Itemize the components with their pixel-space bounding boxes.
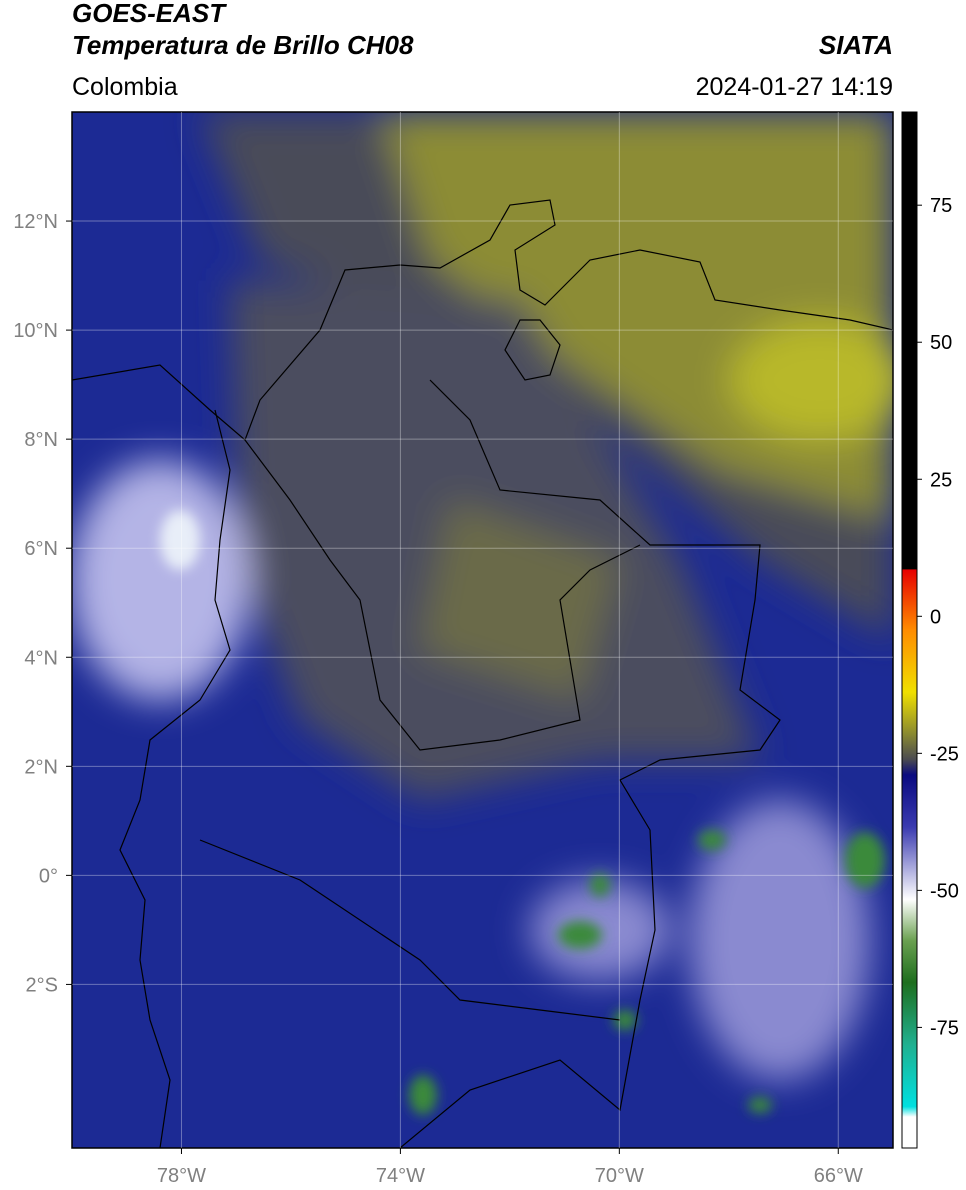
colorbar-tick-label: 0: [930, 606, 941, 628]
y-tick-label: 2°S: [26, 974, 58, 996]
colorbar-tick-label: -25: [930, 743, 959, 765]
coastlines: [72, 199, 893, 1148]
colorbar-tick-label: -75: [930, 1017, 959, 1039]
x-tick-label: 70°W: [595, 1165, 644, 1187]
y-tick-label: 6°N: [24, 538, 58, 560]
colorbar-tick-label: -50: [930, 880, 959, 902]
y-tick-label: 2°N: [24, 756, 58, 778]
map-frame: [71, 111, 894, 1149]
x-tick-label: 78°W: [157, 1165, 206, 1187]
product: Temperatura de Brillo CH08: [72, 30, 414, 60]
colorbar: [901, 111, 918, 1149]
y-tick-label: 8°N: [24, 429, 58, 451]
x-tick-label: 74°W: [376, 1165, 425, 1187]
colorbar-tick-label: 25: [930, 469, 952, 491]
y-tick-label: 10°N: [13, 320, 58, 342]
y-tick-label: 0°: [39, 865, 58, 887]
satellite: GOES-EAST: [72, 0, 227, 28]
source: SIATA: [819, 30, 893, 60]
timestamp: 2024-01-27 14:19: [696, 73, 893, 101]
y-tick-label: 12°N: [13, 211, 58, 233]
colorbar-tick-label: 75: [930, 195, 952, 217]
colorbar-tick-label: 50: [930, 332, 952, 354]
region: Colombia: [72, 73, 178, 101]
y-tick-label: 4°N: [24, 647, 58, 669]
x-tick-label: 66°W: [814, 1165, 863, 1187]
satellite-image: [72, 112, 893, 1148]
